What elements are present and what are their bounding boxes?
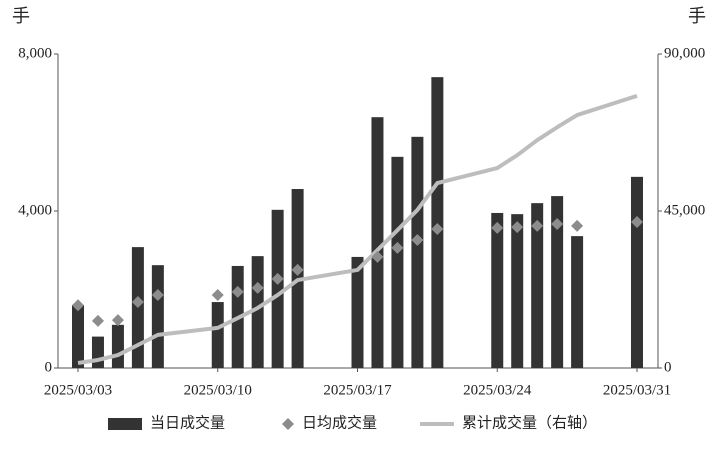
bar — [391, 156, 404, 368]
diamond-marker — [631, 215, 643, 228]
diamond-marker — [291, 263, 304, 276]
bar — [571, 236, 584, 368]
bar — [371, 117, 384, 368]
x-tick-label: 2025/03/24 — [463, 382, 532, 398]
y2-axis-unit: 手 — [688, 6, 706, 26]
x-tick-label: 2025/03/10 — [184, 382, 252, 398]
diamond-marker — [211, 288, 224, 301]
y2-tick-label: 0 — [664, 359, 672, 375]
bar — [551, 196, 564, 368]
bar — [151, 265, 164, 368]
diamond-marker — [571, 219, 584, 232]
line — [77, 93, 638, 365]
diamond-marker — [111, 314, 124, 327]
diamond-marker — [531, 219, 544, 232]
legend-swatch — [108, 418, 142, 430]
bar — [491, 212, 504, 368]
diamond-marker — [72, 299, 84, 312]
bar — [531, 203, 544, 368]
bar — [511, 214, 524, 368]
diamond-marker — [551, 217, 564, 230]
legend-swatch — [282, 418, 294, 430]
y2-tick-label: 45,000 — [664, 202, 705, 218]
bar — [411, 136, 424, 368]
bar — [431, 77, 444, 368]
y-tick-label: 4,000 — [18, 202, 52, 218]
diamond-marker — [411, 234, 424, 247]
diamond-marker — [91, 314, 104, 327]
bar — [211, 302, 224, 368]
bar — [251, 256, 264, 368]
diamond-marker — [271, 272, 284, 285]
diamond-marker — [431, 223, 444, 236]
y2-tick-label: 90,000 — [664, 45, 705, 61]
legend-label: 日均成交量 — [302, 413, 377, 431]
bar — [271, 209, 284, 368]
diamond-marker — [251, 281, 264, 294]
diamond-marker — [151, 288, 164, 301]
bar — [351, 256, 364, 368]
x-tick-label: 2025/03/03 — [44, 382, 112, 398]
diamond-marker — [131, 296, 144, 309]
bar — [631, 176, 643, 368]
diamond-marker — [391, 241, 404, 254]
diamond-marker — [491, 221, 504, 234]
diamond-marker — [231, 285, 244, 298]
y-axis-unit: 手 — [12, 6, 30, 26]
diamond-marker — [371, 250, 384, 263]
y-tick-label: 8,000 — [18, 45, 52, 61]
bar — [72, 305, 84, 368]
bar — [91, 336, 104, 368]
bar — [111, 324, 124, 368]
x-tick-label: 2025/03/31 — [603, 382, 671, 398]
x-tick-label: 2025/03/17 — [323, 382, 392, 398]
y-tick-label: 0 — [45, 359, 53, 375]
legend-label: 累计成交量（右轴） — [462, 413, 597, 431]
diamond-marker — [511, 221, 524, 234]
legend-label: 当日成交量 — [150, 413, 225, 431]
